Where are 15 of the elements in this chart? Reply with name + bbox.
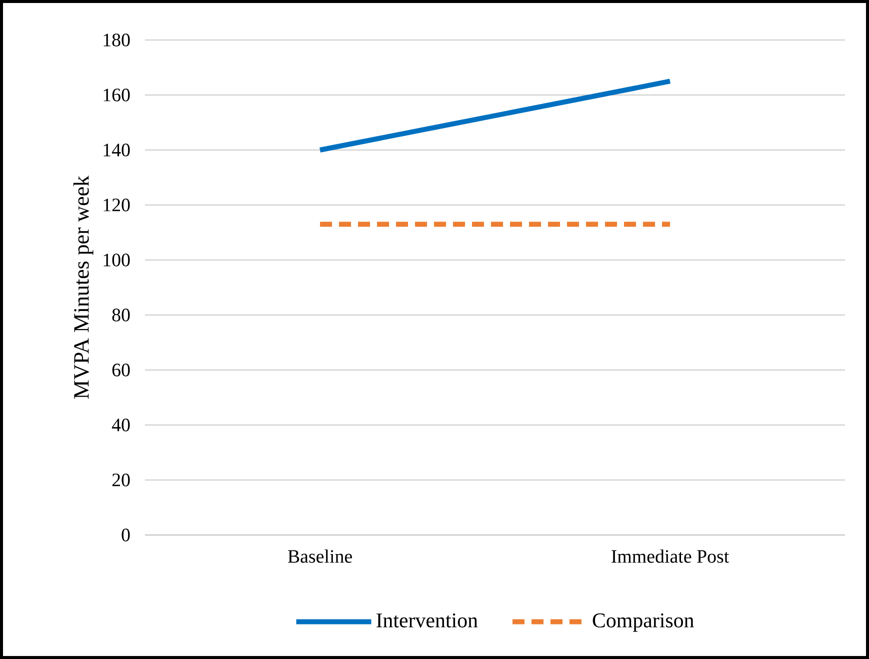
y-tick-label: 100 <box>104 254 130 266</box>
y-tick-label: 40 <box>112 418 130 432</box>
legend-label: Intervention <box>376 613 478 628</box>
x-tick-label: Baseline <box>288 550 352 563</box>
legend-label: Comparison <box>592 613 694 632</box>
y-tick-label: 0 <box>122 528 130 542</box>
y-tick-label: 140 <box>104 144 130 156</box>
y-tick-label: 20 <box>112 474 130 486</box>
x-tick-label: Immediate Post <box>612 550 730 563</box>
y-axis-title: MVPA Minutes per week <box>73 176 94 399</box>
y-tick-label: 80 <box>112 308 130 322</box>
y-tick-label: 60 <box>112 364 130 376</box>
y-tick-label: 160 <box>104 88 130 102</box>
y-tick-label: 120 <box>104 198 130 212</box>
y-tick-label: 180 <box>104 34 130 46</box>
